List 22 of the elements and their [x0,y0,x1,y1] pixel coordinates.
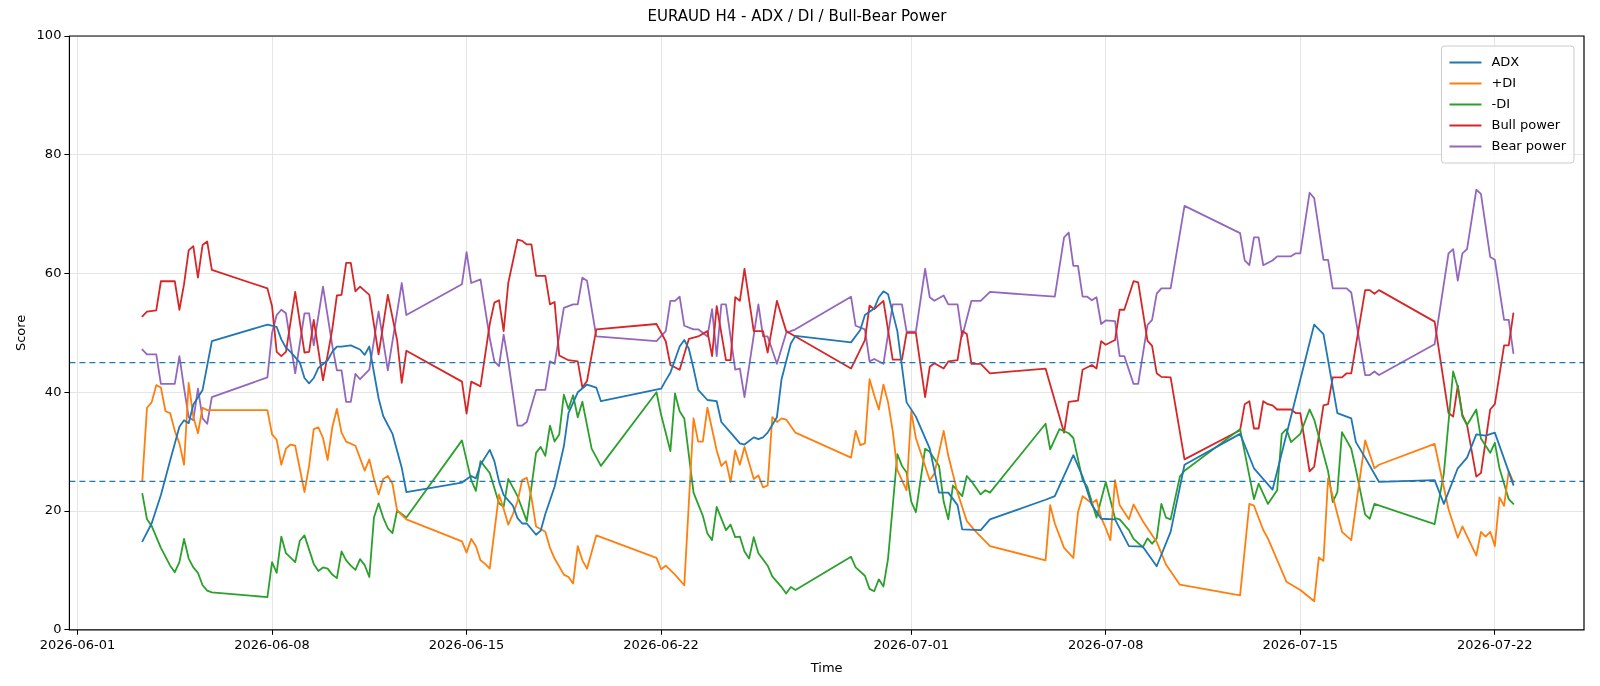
x-tick-label: 2026-07-15 [1262,636,1339,652]
legend-label: +DI [1491,74,1517,90]
legend-label: Bull power [1491,116,1561,132]
y-tick-label: 100 [36,27,62,43]
x-tick-label: 2026-07-08 [1067,636,1144,652]
y-tick-label: 0 [53,621,62,637]
legend-label: Bear power [1491,137,1567,153]
y-tick-label: 20 [44,502,62,518]
x-tick-label: 2026-06-08 [234,636,310,652]
legend-label: -DI [1491,95,1511,111]
legend-label: ADX [1491,53,1520,69]
y-tick-label: 40 [44,383,62,399]
x-tick-label: 2026-06-15 [428,636,505,652]
y-tick-label: 60 [44,264,62,280]
chart-title: EURAUD H4 - ADX / DI / Bull-Bear Power [647,6,948,25]
x-tick-label: 2026-07-22 [1457,636,1533,652]
x-tick-label: 2026-06-01 [39,636,116,652]
y-axis-title: Score [13,314,29,352]
y-tick-label: 80 [44,146,62,162]
x-axis-title: Time [809,659,843,675]
x-tick-label: 2026-07-01 [873,636,950,652]
x-tick-label: 2026-06-22 [623,636,699,652]
